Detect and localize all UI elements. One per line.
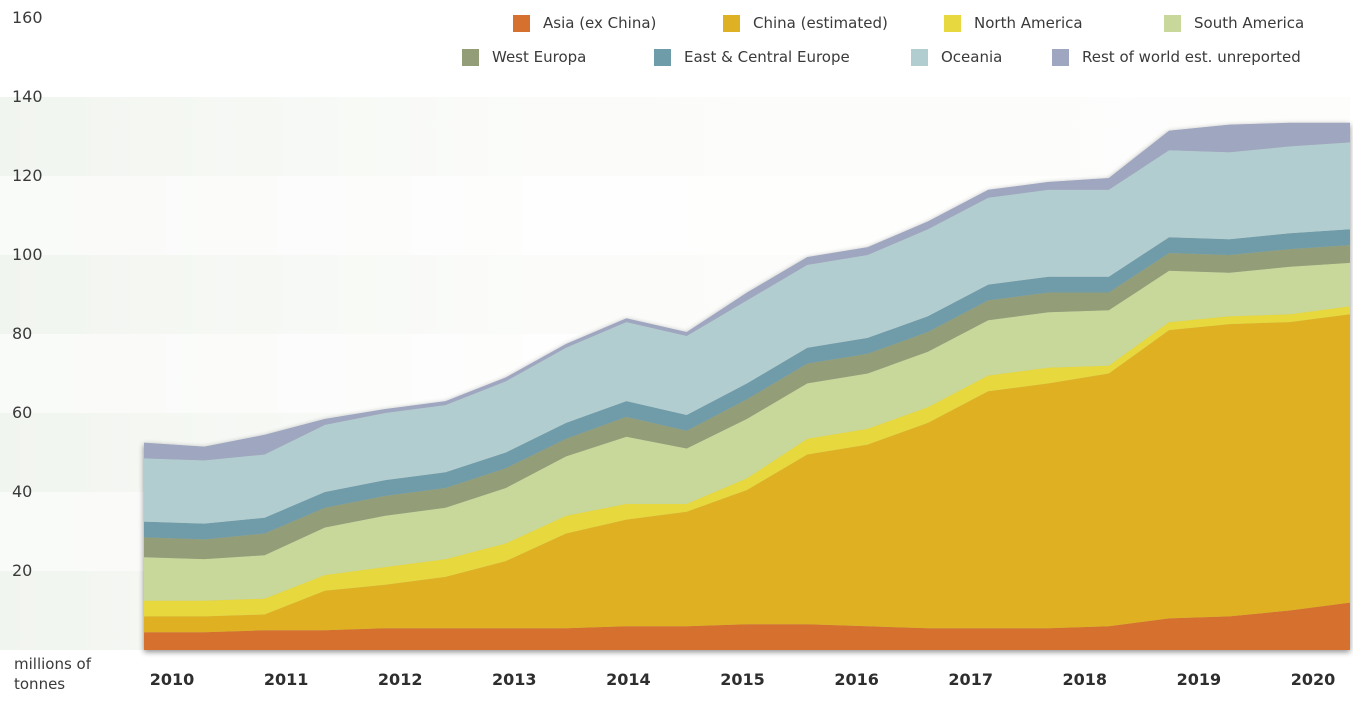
y-tick-label: 160 [12, 8, 43, 27]
y-axis-label-line2: tonnes [14, 675, 65, 693]
x-tick-label: 2018 [1063, 670, 1108, 689]
legend-swatch [723, 14, 740, 32]
x-tick-label: 2015 [720, 670, 765, 689]
legend-label: North America [974, 14, 1083, 32]
legend-swatch [654, 48, 671, 66]
legend-item: West Europa [462, 48, 586, 66]
y-tick-label: 120 [12, 166, 43, 185]
y-tick-label: 100 [12, 245, 43, 264]
x-tick-label: 2014 [606, 670, 651, 689]
x-tick-label: 2019 [1177, 670, 1222, 689]
legend-swatch [513, 14, 530, 32]
y-tick-label: 20 [12, 561, 32, 580]
legend-label: Rest of world est. unreported [1082, 48, 1301, 66]
x-tick-label: 2010 [150, 670, 195, 689]
legend-item: Rest of world est. unreported [1052, 48, 1301, 66]
x-tick-label: 2012 [378, 670, 423, 689]
x-axis-tick-labels: 2010 2011 2012 2013 2014 2015 2016 2017 2018 2019… [150, 670, 1336, 689]
legend-item: Asia (ex China) [513, 14, 656, 32]
legend-item: North America [944, 14, 1083, 32]
legend-swatch [1164, 14, 1181, 32]
legend-label: East & Central Europe [684, 48, 850, 66]
x-tick-label: 2011 [264, 670, 309, 689]
legend-label: West Europa [492, 48, 587, 66]
legend-swatch [1052, 48, 1069, 66]
area-series-west-europa [144, 245, 1350, 560]
x-tick-label: 2013 [492, 670, 537, 689]
x-tick-label: 2020 [1291, 670, 1336, 689]
legend-swatch [911, 48, 928, 66]
y-axis-label-line1: millions of [14, 655, 92, 673]
legend-label: Asia (ex China) [543, 14, 657, 32]
legend-swatch [462, 48, 479, 66]
legend: Asia (ex China) China (estimated) North Am… [450, 6, 1350, 76]
area-series-asia-ex-china [144, 602, 1350, 650]
legend-label: China (estimated) [753, 14, 888, 32]
legend-swatch [944, 14, 961, 32]
legend-label: South America [1194, 14, 1305, 32]
legend-item: China (estimated) [723, 14, 888, 32]
y-tick-label: 80 [12, 324, 32, 343]
area-series-group [144, 122, 1350, 650]
legend-item: Oceania [911, 48, 1002, 66]
legend-item: South America [1164, 14, 1304, 32]
area-series-south-america [144, 262, 1350, 601]
area-series-east-central-europe [144, 229, 1350, 540]
x-tick-label: 2017 [948, 670, 993, 689]
y-axis-tick-labels: 20 40 60 80 100 120 140 160 [12, 8, 43, 580]
area-series-oceania [144, 142, 1350, 524]
area-series-china-estimated [144, 314, 1350, 633]
legend-item: East & Central Europe [654, 48, 850, 66]
y-tick-label: 140 [12, 87, 43, 106]
legend-label: Oceania [941, 48, 1003, 66]
x-tick-label: 2016 [834, 670, 879, 689]
y-tick-label: 40 [12, 482, 32, 501]
y-tick-label: 60 [12, 403, 32, 422]
